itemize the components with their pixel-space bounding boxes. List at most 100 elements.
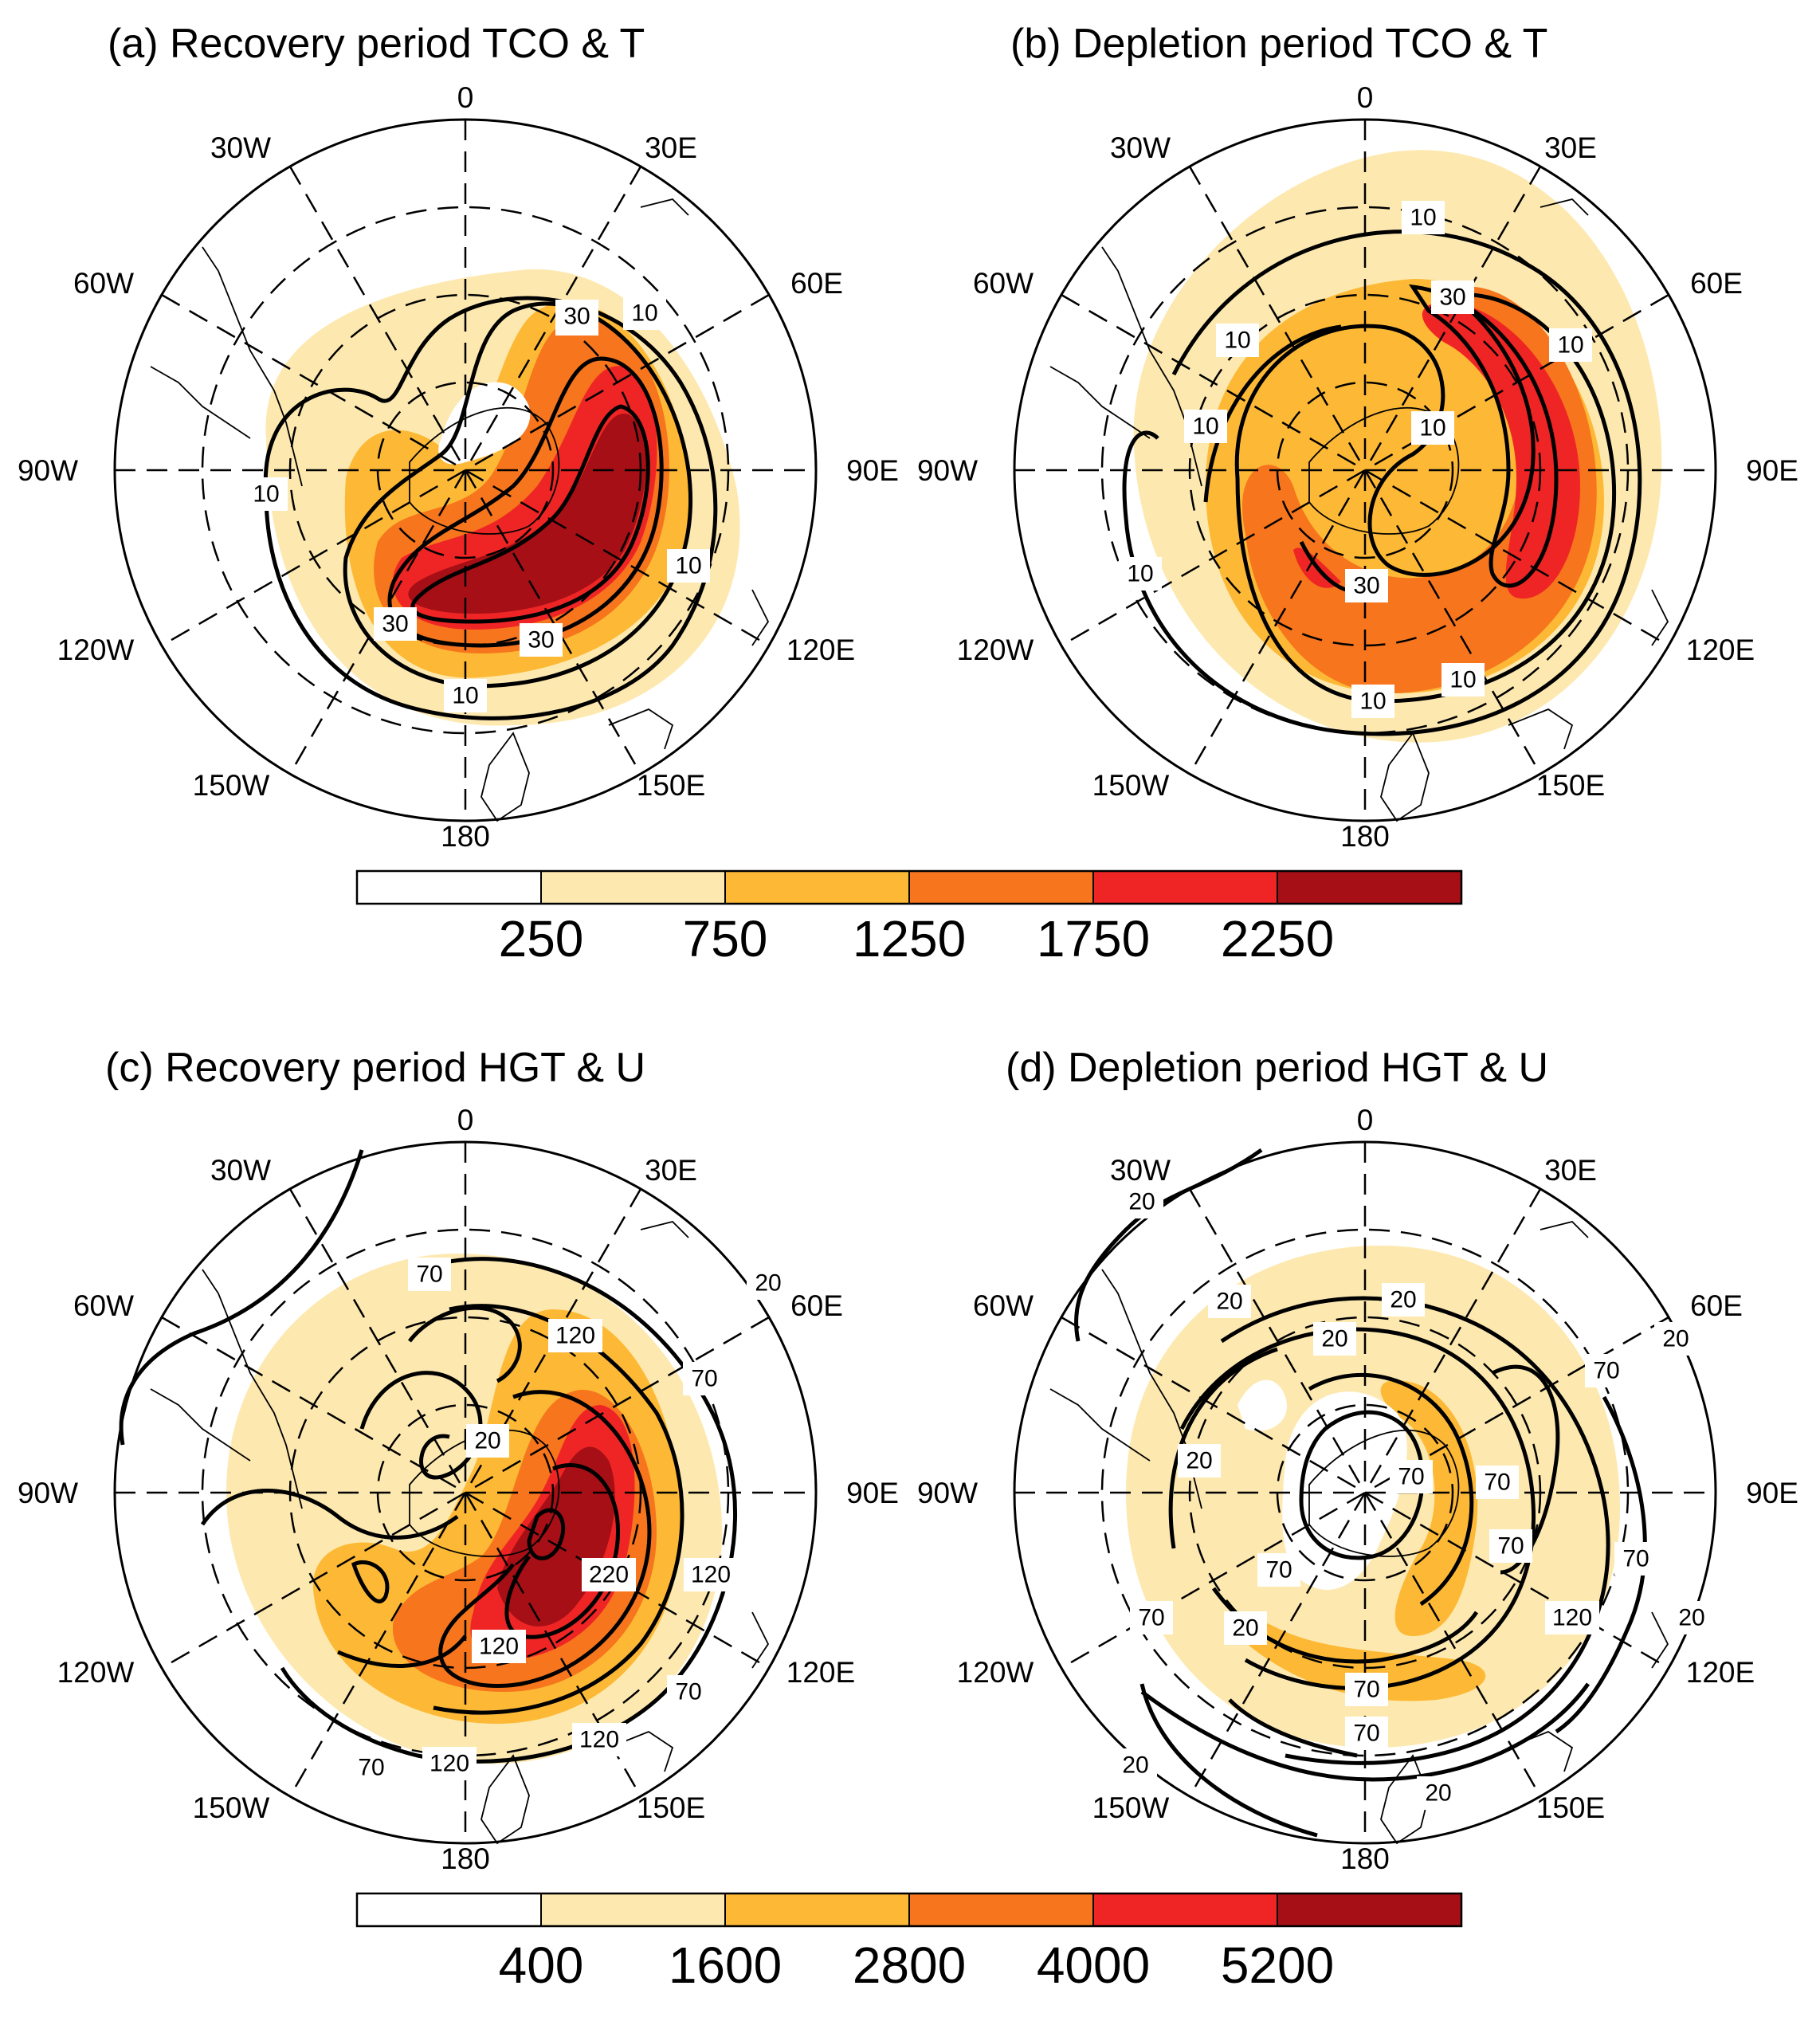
panel-d-contour-label: 120: [1552, 1605, 1592, 1631]
panel-b-lon-label: 60E: [1690, 267, 1743, 300]
colorbar-top-swatches: [356, 870, 1462, 905]
panel-b-frame: [1013, 118, 1717, 822]
colorbar-swatch: [908, 1893, 1094, 1927]
colorbar-swatch: [1092, 870, 1278, 905]
panel-d-contour-label: 70: [1593, 1358, 1619, 1384]
panel-b-contour-label: 10: [1127, 561, 1153, 587]
panel-d-lon-label: 180: [1340, 1842, 1390, 1875]
panel-d-lon-label: 0: [1357, 1104, 1374, 1136]
colorbar-swatch: [908, 870, 1094, 905]
panel-b-lon-label: 150E: [1536, 769, 1605, 802]
colorbar-top-tick: 1750: [1037, 910, 1150, 967]
panel-b-lon-label: 90W: [917, 454, 978, 487]
panel-b-lon-label: 30W: [1110, 131, 1171, 164]
panel-b-lon-label: 180: [1340, 820, 1390, 853]
panel-c-lon-label: 120W: [57, 1656, 135, 1689]
panel-a-contour-label: 10: [631, 300, 657, 327]
panel-c-contour-label: 120: [579, 1727, 619, 1753]
panel-c-contour-label: 220: [589, 1562, 629, 1588]
panel-d-lon-label: 90E: [1746, 1477, 1798, 1509]
panel-b-contour-label: 10: [1192, 414, 1218, 440]
colorbar-bottom-tick: 4000: [1037, 1937, 1150, 1994]
panel-a-lon-label: 150E: [637, 769, 705, 802]
panel-a-lon-label: 120E: [786, 634, 855, 666]
panel-c-frame: [113, 1140, 818, 1845]
colorbar-swatch: [1277, 870, 1462, 905]
colorbar-top-tick: 2250: [1221, 910, 1334, 967]
panel-d-contour-label: 20: [1321, 1326, 1347, 1352]
panel-b-shading: [1133, 150, 1662, 743]
panel-d: (d) Depletion period HGT & U: [917, 1045, 1798, 1875]
panel-a-lon-label: 90W: [18, 454, 78, 487]
panel-c-lon-label: 30E: [645, 1154, 697, 1187]
panel-d-contour-label: 70: [1353, 1721, 1379, 1747]
panel-d-contour-label: 70: [1398, 1464, 1424, 1490]
panel-a-lon-label: 0: [457, 81, 474, 114]
colorbar-swatch: [1092, 1893, 1278, 1927]
panel-d-lon-label: 120E: [1686, 1656, 1755, 1689]
panel-d-contour-label: 70: [1353, 1677, 1379, 1703]
panel-c: (c) Recovery period HGT & U: [18, 1045, 899, 1875]
panel-d-lon-label: 30E: [1544, 1154, 1597, 1187]
panel-d-frame: [1013, 1140, 1717, 1845]
panel-a-lon-label: 90E: [846, 454, 899, 487]
panel-d-lon-label: 30W: [1110, 1154, 1171, 1187]
panel-d-lon-label: 150W: [1092, 1791, 1170, 1824]
colorbar-bottom-tick: 5200: [1221, 1937, 1334, 1994]
panel-d-lon-label: 150E: [1536, 1791, 1605, 1824]
panel-a-contour-label: 10: [253, 481, 279, 508]
panel-b-contour-label: 30: [1439, 284, 1465, 311]
colorbar-swatch: [724, 1893, 910, 1927]
panel-d-contour-label: 20: [1122, 1752, 1148, 1779]
panel-a-lon-label: 150W: [193, 769, 270, 802]
panel-a-contour-labels: 10 10 30 30 10 30 30 10 10: [245, 296, 710, 712]
colorbar-bottom: 400 1600 2800 4000 5200: [355, 1892, 1463, 1994]
panel-d-title: (d) Depletion period HGT & U: [1006, 1045, 1548, 1091]
panel-b-lon-label: 60W: [973, 267, 1034, 300]
colorbar-swatch: [724, 870, 910, 905]
panel-b-contour-label: 10: [1359, 689, 1386, 715]
panel-a-contour-label: 30: [563, 304, 590, 330]
panel-b-contour-label: 10: [1410, 205, 1436, 231]
panel-a-shading: [265, 269, 740, 726]
panel-c-contour-label: 70: [416, 1262, 442, 1288]
panel-b-lon-label: 120W: [957, 634, 1034, 666]
colorbar-top-tick: 750: [683, 910, 768, 967]
panel-d-lon-label: 120W: [957, 1656, 1034, 1689]
panel-d-contour-label: 20: [1128, 1189, 1155, 1215]
panel-b-lon-label: 90E: [1746, 454, 1798, 487]
panel-a-longitude-labels: 0 30E 60E 90E 120E 150E 180 150W 120W 90…: [18, 81, 899, 853]
colorbar-swatch: [540, 870, 726, 905]
panel-c-contour-labels: 70 120 20 70 220 120 120 70 120 70 120 2…: [350, 1258, 790, 1784]
panel-a-contour-label: 30: [528, 627, 554, 653]
panel-d-contour-label: 20: [1232, 1615, 1258, 1642]
panel-c-contours: [119, 1149, 738, 1764]
panel-d-contour-labels: 20 20 20 20 20 70 20 70 70 70 70 70 120 …: [1114, 1185, 1713, 1810]
panel-a-lon-label: 120W: [57, 634, 135, 666]
colorbar-top-tick: 250: [499, 910, 584, 967]
panel-b-lon-label: 120E: [1686, 634, 1755, 666]
colorbar-bottom-swatches: [356, 1893, 1462, 1927]
panel-a-lon-label: 30W: [210, 131, 271, 164]
panel-b-longitude-labels: 0 30E 60E 90E 120E 150E 180 150W 120W 90…: [917, 81, 1798, 853]
panel-c-title: (c) Recovery period HGT & U: [105, 1045, 645, 1091]
panel-d-longitude-labels: 0 30E 60E 90E 120E 150E 180 150W 120W 90…: [917, 1104, 1798, 1875]
colorbar-top-tick: 1250: [853, 910, 966, 967]
panel-c-contour-label: 70: [675, 1679, 701, 1705]
panel-d-contour-label: 20: [1662, 1326, 1689, 1352]
panel-a-map: 10 10 30 30 10 30 30 10 10: [113, 118, 818, 822]
panel-a-coastlines: [150, 198, 770, 822]
panel-a-contour-label: 10: [452, 683, 478, 709]
colorbar-swatch: [356, 1893, 542, 1927]
colorbar-bottom-tick: 2800: [853, 1937, 966, 1994]
panel-b-coastlines: [1049, 198, 1669, 822]
panel-c-lon-label: 0: [457, 1104, 474, 1136]
panel-d-contours: [1074, 1148, 1647, 1838]
panel-d-lon-label: 90W: [917, 1477, 978, 1509]
panel-d-contour-label: 20: [1425, 1780, 1451, 1807]
panel-c-lon-label: 30W: [210, 1154, 271, 1187]
panel-c-contour-label: 70: [691, 1366, 717, 1392]
panel-d-contour-label: 70: [1497, 1533, 1524, 1560]
panel-c-map: 70 120 20 70 220 120 120 70 120 70 120 2…: [113, 1140, 818, 1845]
